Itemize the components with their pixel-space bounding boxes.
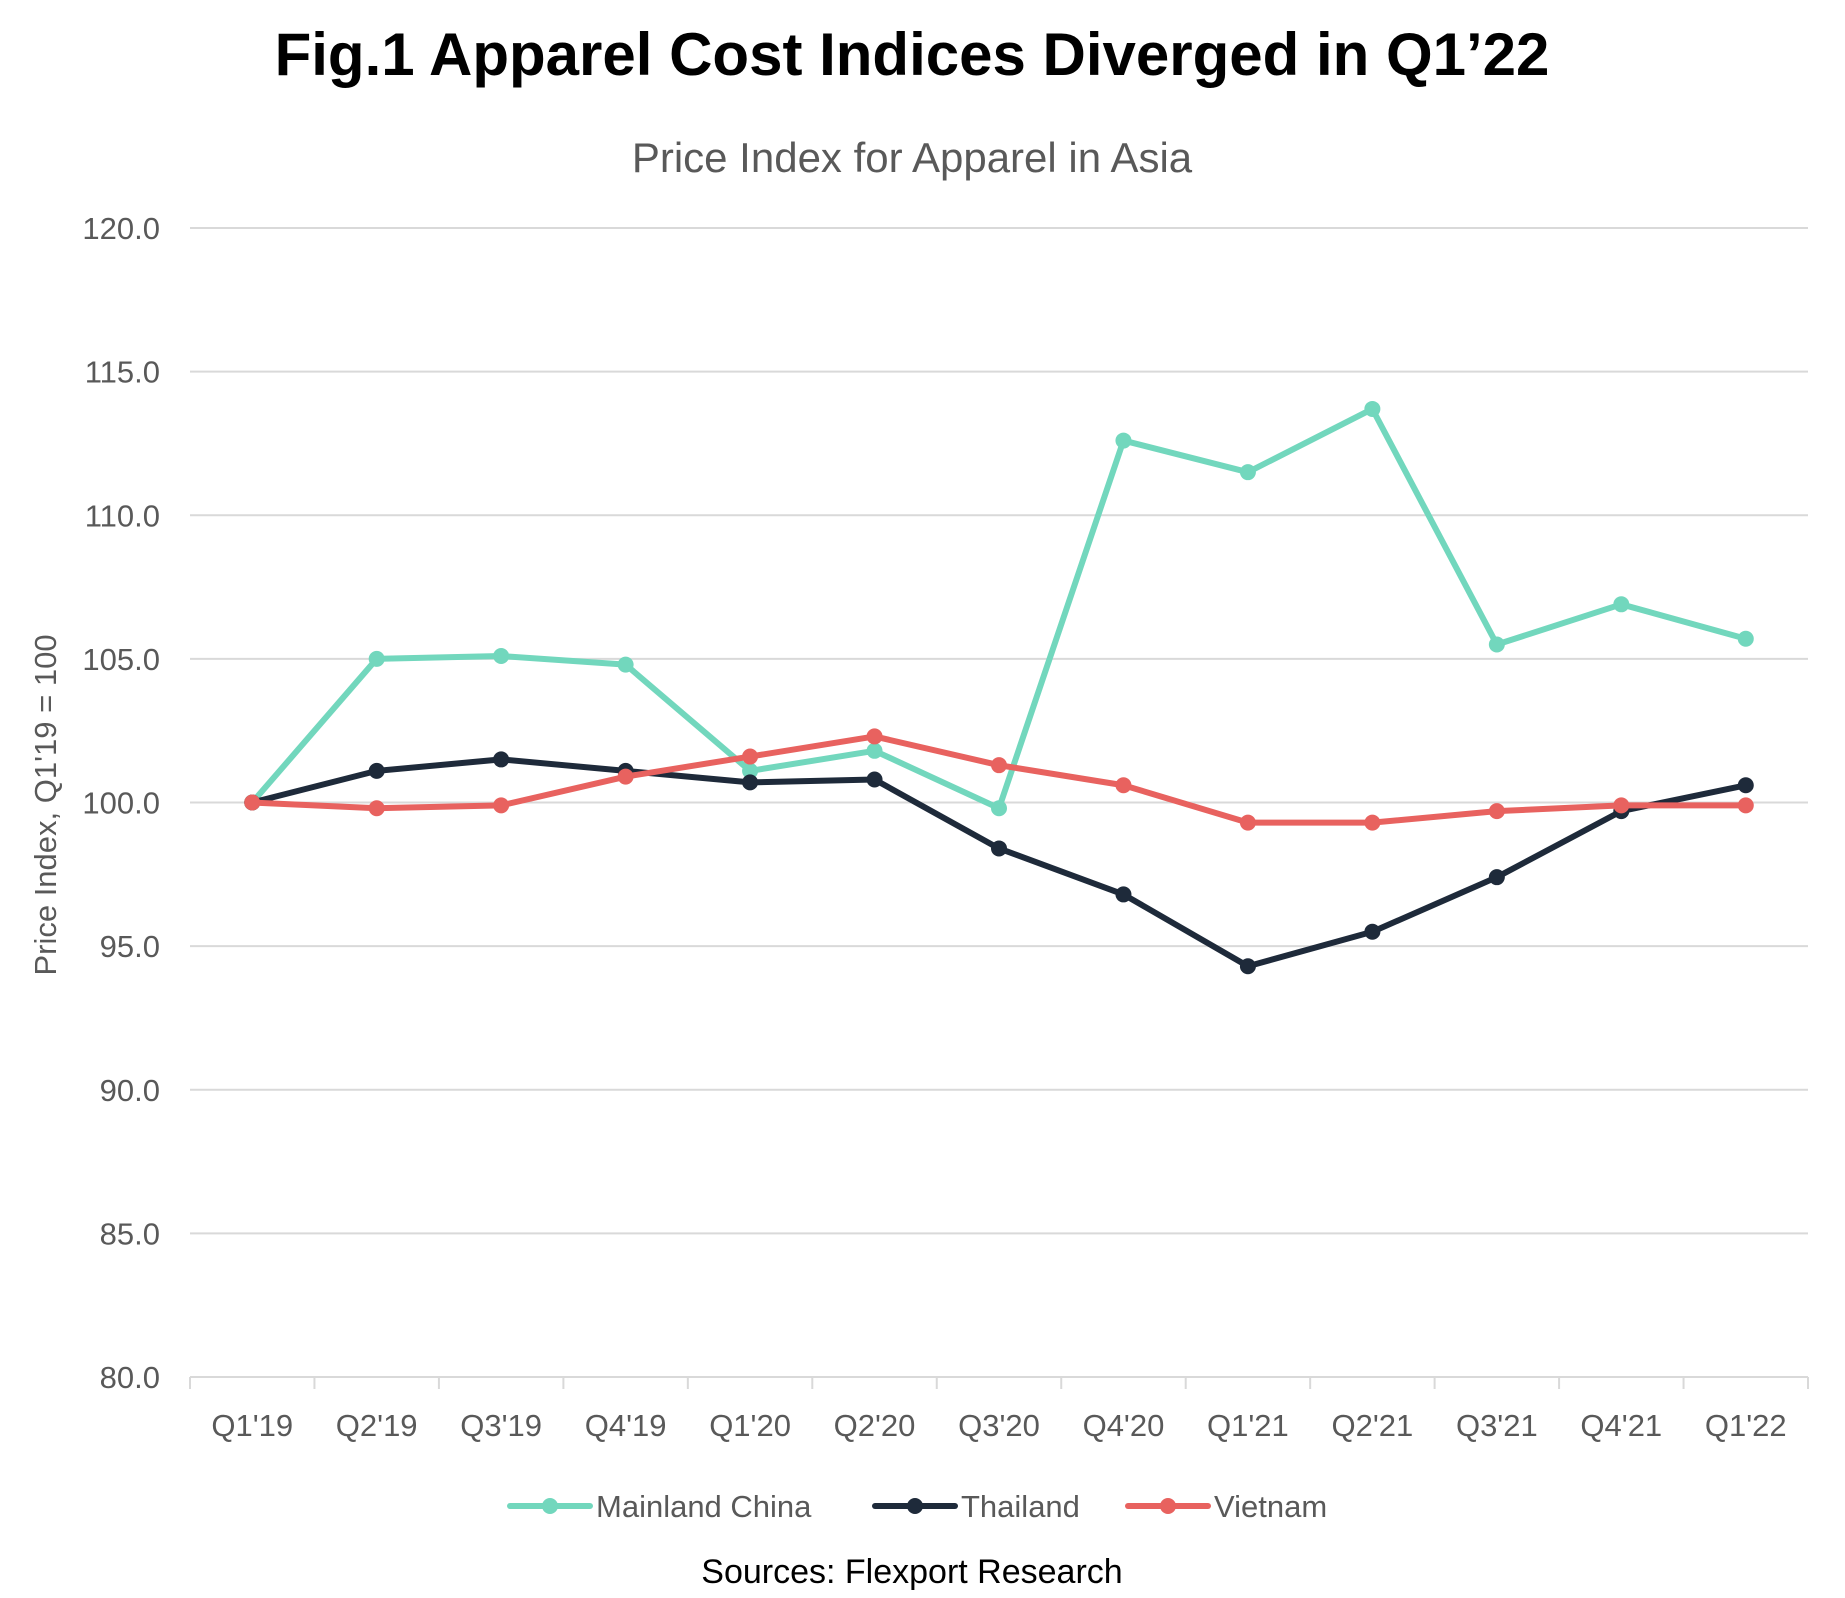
data-point xyxy=(368,762,385,779)
data-point xyxy=(742,762,759,779)
y-tick-label: 95.0 xyxy=(100,929,160,964)
x-tick-label: Q2'21 xyxy=(1332,1408,1414,1443)
y-tick-label: 115.0 xyxy=(85,355,160,390)
data-point xyxy=(1239,464,1256,481)
data-point xyxy=(368,650,385,667)
data-point xyxy=(493,648,510,665)
data-point xyxy=(1115,432,1132,449)
data-point xyxy=(742,774,759,791)
series-line xyxy=(249,405,1749,812)
legend-item: Vietnam xyxy=(1125,1489,1327,1524)
legend-swatch-marker xyxy=(907,1498,923,1514)
data-point xyxy=(1239,958,1256,975)
y-tick-label: 105.0 xyxy=(82,642,160,677)
data-point xyxy=(1239,814,1256,831)
series-thailand xyxy=(244,751,1754,975)
data-point xyxy=(1488,636,1505,653)
legend-label: Thailand xyxy=(961,1489,1080,1524)
data-point xyxy=(1115,777,1132,794)
data-point xyxy=(493,797,510,814)
x-tick-label: Q4'21 xyxy=(1580,1408,1662,1443)
x-tick-label: Q3'20 xyxy=(958,1408,1040,1443)
data-point xyxy=(1737,797,1754,814)
data-point xyxy=(1364,923,1381,940)
x-tick-label: Q3'19 xyxy=(460,1408,542,1443)
x-tick-label: Q4'19 xyxy=(585,1408,667,1443)
legend-swatch-marker xyxy=(542,1498,558,1514)
chart-subtitle: Price Index for Apparel in Asia xyxy=(632,134,1193,181)
data-point xyxy=(1613,596,1630,613)
y-tick-label: 80.0 xyxy=(100,1360,160,1395)
data-point xyxy=(991,840,1007,857)
data-point xyxy=(617,768,634,785)
data-point xyxy=(866,742,883,759)
data-point xyxy=(1364,400,1381,417)
data-point xyxy=(244,794,261,811)
data-point xyxy=(742,748,759,765)
x-tick-label: Q3'21 xyxy=(1456,1408,1538,1443)
gridlines xyxy=(190,227,1808,1235)
data-point xyxy=(493,751,510,768)
x-tick-label: Q2'19 xyxy=(336,1408,418,1443)
data-point xyxy=(866,771,883,788)
data-point xyxy=(1737,777,1754,794)
legend-item: Thailand xyxy=(872,1489,1080,1524)
data-point xyxy=(1488,803,1505,820)
y-tick-label: 85.0 xyxy=(100,1216,160,1251)
series-line xyxy=(249,756,1749,970)
x-tick-label: Q1'22 xyxy=(1705,1408,1787,1443)
data-point xyxy=(991,757,1007,774)
series-lines xyxy=(244,400,1754,975)
data-point xyxy=(368,800,385,817)
x-tick-label: Q1'20 xyxy=(709,1408,791,1443)
data-point xyxy=(1613,797,1630,814)
y-axis-ticks: 80.0 85.0 90.0 95.0 100.0 105.0 110.0 115.0 120.… xyxy=(82,211,160,1395)
y-axis-title: Price Index, Q1'19 = 100 xyxy=(28,634,63,975)
x-axis: Q1'19 Q2'19 Q3'19 Q4'19 Q1'20 Q2'20 Q3'20 Q4'20… xyxy=(189,1376,1809,1443)
data-point xyxy=(617,656,634,673)
data-point xyxy=(1115,886,1132,903)
data-point xyxy=(1737,630,1754,647)
legend-label: Vietnam xyxy=(1214,1489,1327,1524)
source-note: Sources: Flexport Research xyxy=(701,1553,1122,1591)
x-tick-label: Q2'20 xyxy=(834,1408,916,1443)
data-point xyxy=(866,728,883,745)
y-tick-label: 100.0 xyxy=(82,786,160,821)
chart-title: Fig.1 Apparel Cost Indices Diverged in Q… xyxy=(275,21,1550,88)
data-point xyxy=(991,800,1007,817)
data-point xyxy=(1488,869,1505,886)
series-vietnam xyxy=(244,728,1754,831)
series-mainland-china xyxy=(244,400,1754,817)
y-tick-label: 110.0 xyxy=(85,498,160,533)
x-tick-label: Q1'19 xyxy=(211,1408,293,1443)
legend-swatch-marker xyxy=(1160,1498,1176,1514)
x-tick-label: Q1'21 xyxy=(1207,1408,1289,1443)
y-tick-label: 90.0 xyxy=(100,1073,160,1108)
legend-label: Mainland China xyxy=(596,1489,812,1524)
legend: Mainland China Thailand Vietnam xyxy=(507,1489,1327,1524)
y-tick-label: 120.0 xyxy=(82,211,160,246)
legend-item: Mainland China xyxy=(507,1489,812,1524)
x-tick-label: Q4'20 xyxy=(1083,1408,1165,1443)
data-point xyxy=(1364,814,1381,831)
